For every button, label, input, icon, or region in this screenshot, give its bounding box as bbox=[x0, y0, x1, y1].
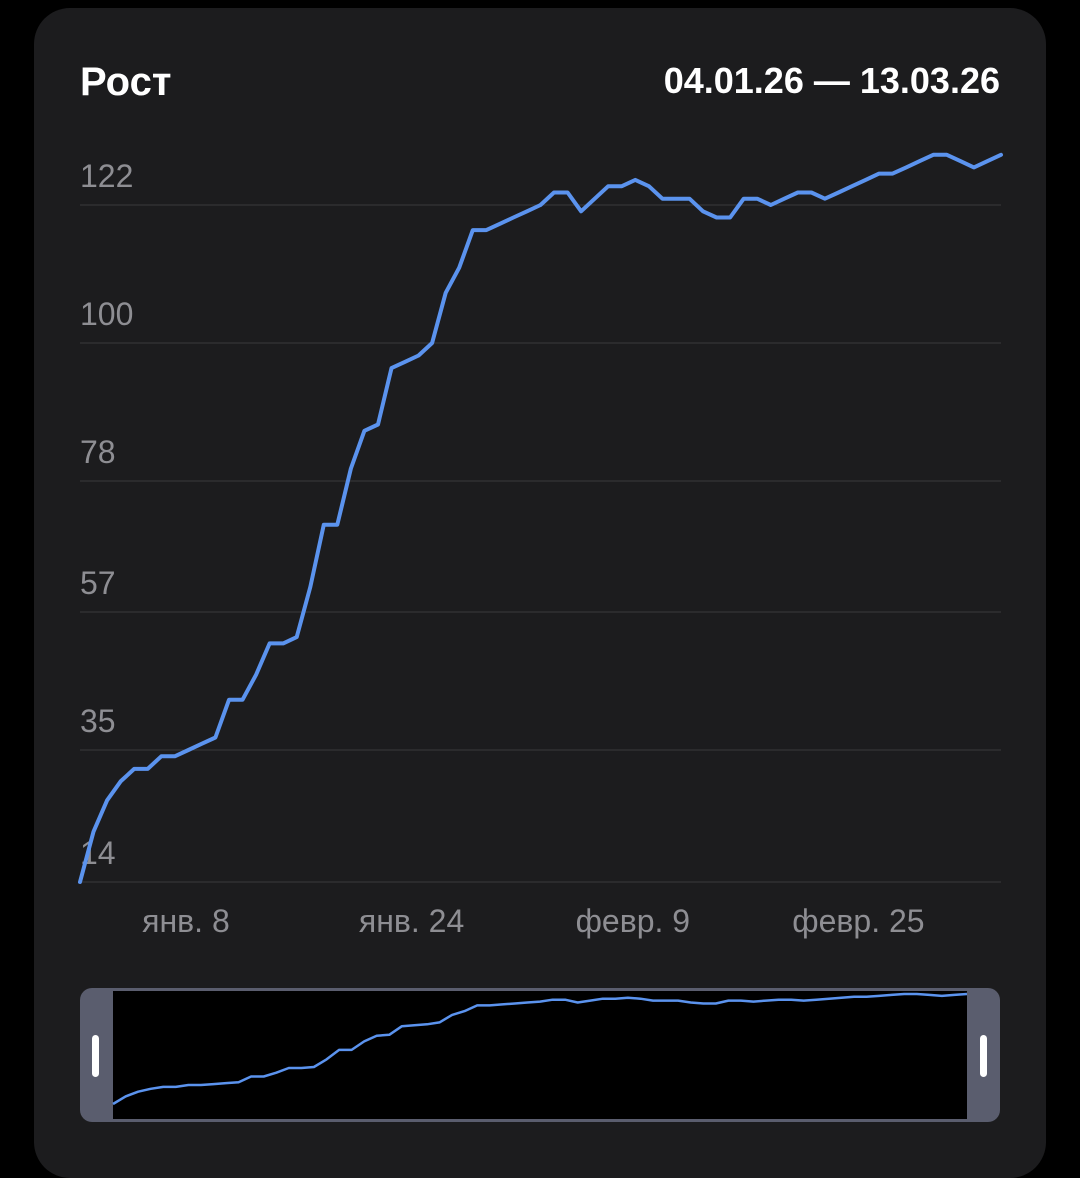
y-tick-label: 100 bbox=[80, 296, 133, 332]
x-tick-label: февр. 25 bbox=[792, 903, 924, 939]
series-line bbox=[78, 152, 1003, 884]
navigator-window[interactable] bbox=[113, 991, 967, 1119]
chart-title: Рост bbox=[80, 60, 172, 104]
y-tick-label: 35 bbox=[80, 703, 116, 739]
x-tick-label: янв. 24 bbox=[359, 903, 464, 939]
x-tick-label: февр. 9 bbox=[576, 903, 691, 939]
date-range[interactable]: 04.01.26 — 13.03.26 bbox=[663, 60, 1000, 101]
navigator-left-handle[interactable] bbox=[92, 1035, 99, 1077]
y-tick-label: 57 bbox=[80, 565, 116, 601]
navigator-series-line bbox=[112, 992, 968, 1106]
y-tick-label: 122 bbox=[80, 158, 133, 194]
y-tick-label: 78 bbox=[80, 434, 116, 470]
navigator-right-handle[interactable] bbox=[980, 1035, 987, 1077]
x-tick-label: янв. 8 bbox=[142, 903, 230, 939]
